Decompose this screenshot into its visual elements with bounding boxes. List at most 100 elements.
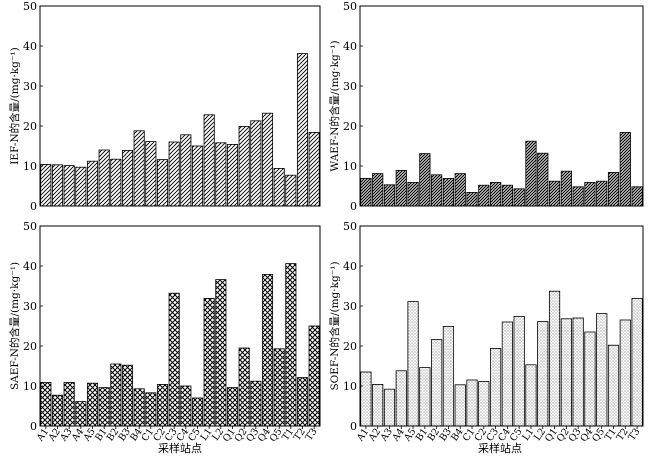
bar-l2: [215, 142, 227, 207]
y-tick-label: 20: [23, 120, 37, 133]
bar-c1: [466, 379, 478, 427]
bar-c5: [191, 145, 204, 207]
bar-b3: [442, 177, 455, 207]
bar-a3: [383, 184, 396, 207]
bar-c2: [156, 383, 169, 427]
bar-c1: [466, 191, 478, 207]
bar-t1: [285, 174, 297, 207]
bar-a1: [360, 371, 372, 427]
y-tick-label: 20: [343, 120, 357, 133]
y-axis-label: SOEF-N的含量/(mg·kg⁻¹): [328, 261, 341, 390]
bar-t3: [308, 131, 320, 207]
bar-q4: [261, 112, 274, 207]
bar-q4: [584, 331, 596, 427]
bar-b3: [121, 364, 134, 427]
y-tick-label: 50: [23, 220, 37, 233]
x-axis-title-right: 采样站点: [478, 441, 522, 455]
y-tick-label: 10: [23, 160, 37, 173]
y-tick-label: 40: [23, 40, 37, 53]
bar-b4: [454, 173, 466, 207]
y-tick-label: 20: [343, 340, 357, 353]
y-axis-label: SAEF-N的含量/(mg·kg⁻¹): [8, 262, 21, 390]
bar-b1: [419, 367, 431, 427]
bar-q1: [226, 143, 239, 207]
bar-b4: [133, 388, 145, 427]
y-tick-label: 50: [343, 220, 357, 233]
bar-b2: [431, 174, 443, 207]
y-axis-label: IEF-N的含量/(mg·kg⁻¹): [8, 47, 21, 164]
bar-t1: [607, 171, 620, 207]
plot-frame: [39, 5, 321, 207]
bar-l1: [525, 140, 537, 207]
y-tick-label: 0: [350, 200, 357, 213]
bar-a5: [86, 382, 99, 427]
y-tick-label: 30: [343, 80, 357, 93]
bar-c1: [145, 141, 157, 207]
bar-c3: [490, 347, 502, 427]
bar-b1: [98, 387, 110, 427]
bar-a2: [372, 173, 384, 207]
x-tick-label: T3: [626, 426, 642, 442]
bar-b2: [431, 339, 443, 427]
y-tick-label: 0: [350, 420, 357, 433]
bar-l2: [215, 279, 227, 427]
bar-q5: [273, 167, 285, 207]
y-tick-label: 10: [23, 380, 37, 393]
bar-c2: [478, 184, 490, 207]
bar-q1: [548, 180, 561, 207]
bar-a2: [51, 164, 64, 207]
bar-b1: [419, 153, 431, 207]
bar-a2: [51, 394, 64, 427]
bar-l1: [203, 114, 215, 207]
y-tick-label: 50: [23, 0, 37, 13]
chart-panel-saef-n: A1A2A3A4A5B1B2B3B4C1C2C3C4C5L1L2Q1Q2Q3Q4…: [8, 220, 321, 444]
bar-q5: [596, 180, 608, 207]
y-tick-label: 30: [23, 300, 37, 313]
bar-q1: [548, 290, 561, 427]
bar-q1: [226, 387, 239, 427]
bar-q2: [238, 126, 250, 207]
bar-a1: [40, 381, 52, 427]
bar-q3: [250, 120, 262, 207]
bar-q5: [273, 348, 285, 427]
y-tick-label: 40: [23, 260, 37, 273]
bar-b4: [133, 130, 145, 207]
bar-l1: [525, 364, 537, 427]
bar-a1: [40, 163, 52, 207]
bar-a2: [372, 383, 384, 427]
bar-a5: [407, 301, 419, 427]
y-tick-label: 10: [343, 380, 357, 393]
bar-c4: [180, 385, 192, 427]
bar-t1: [607, 344, 620, 427]
bar-b1: [98, 149, 110, 207]
bar-c4: [180, 134, 192, 207]
bar-a5: [407, 181, 419, 207]
bar-q4: [261, 273, 274, 427]
bar-b3: [442, 325, 455, 427]
bar-q4: [584, 181, 596, 207]
bar-t3: [631, 297, 643, 427]
bar-q2: [560, 318, 572, 427]
bar-c3: [490, 181, 502, 207]
y-tick-label: 50: [343, 0, 357, 13]
bar-q2: [560, 170, 572, 207]
bar-b2: [110, 158, 122, 207]
bar-a4: [75, 166, 87, 207]
bar-q3: [572, 186, 584, 207]
bar-q3: [250, 380, 262, 427]
bar-t2: [619, 319, 631, 427]
y-tick-label: 10: [343, 160, 357, 173]
y-tick-label: 0: [30, 420, 37, 433]
bar-l2: [537, 321, 549, 427]
bar-c4: [501, 184, 513, 207]
bar-b2: [110, 363, 122, 427]
y-tick-label: 0: [30, 200, 37, 213]
bar-q3: [572, 317, 584, 427]
bar-b4: [454, 384, 466, 427]
bar-c5: [513, 315, 525, 427]
bar-t2: [619, 131, 631, 207]
bar-t3: [631, 186, 643, 207]
bar-c3: [168, 292, 180, 427]
plot-frame: [359, 5, 644, 207]
